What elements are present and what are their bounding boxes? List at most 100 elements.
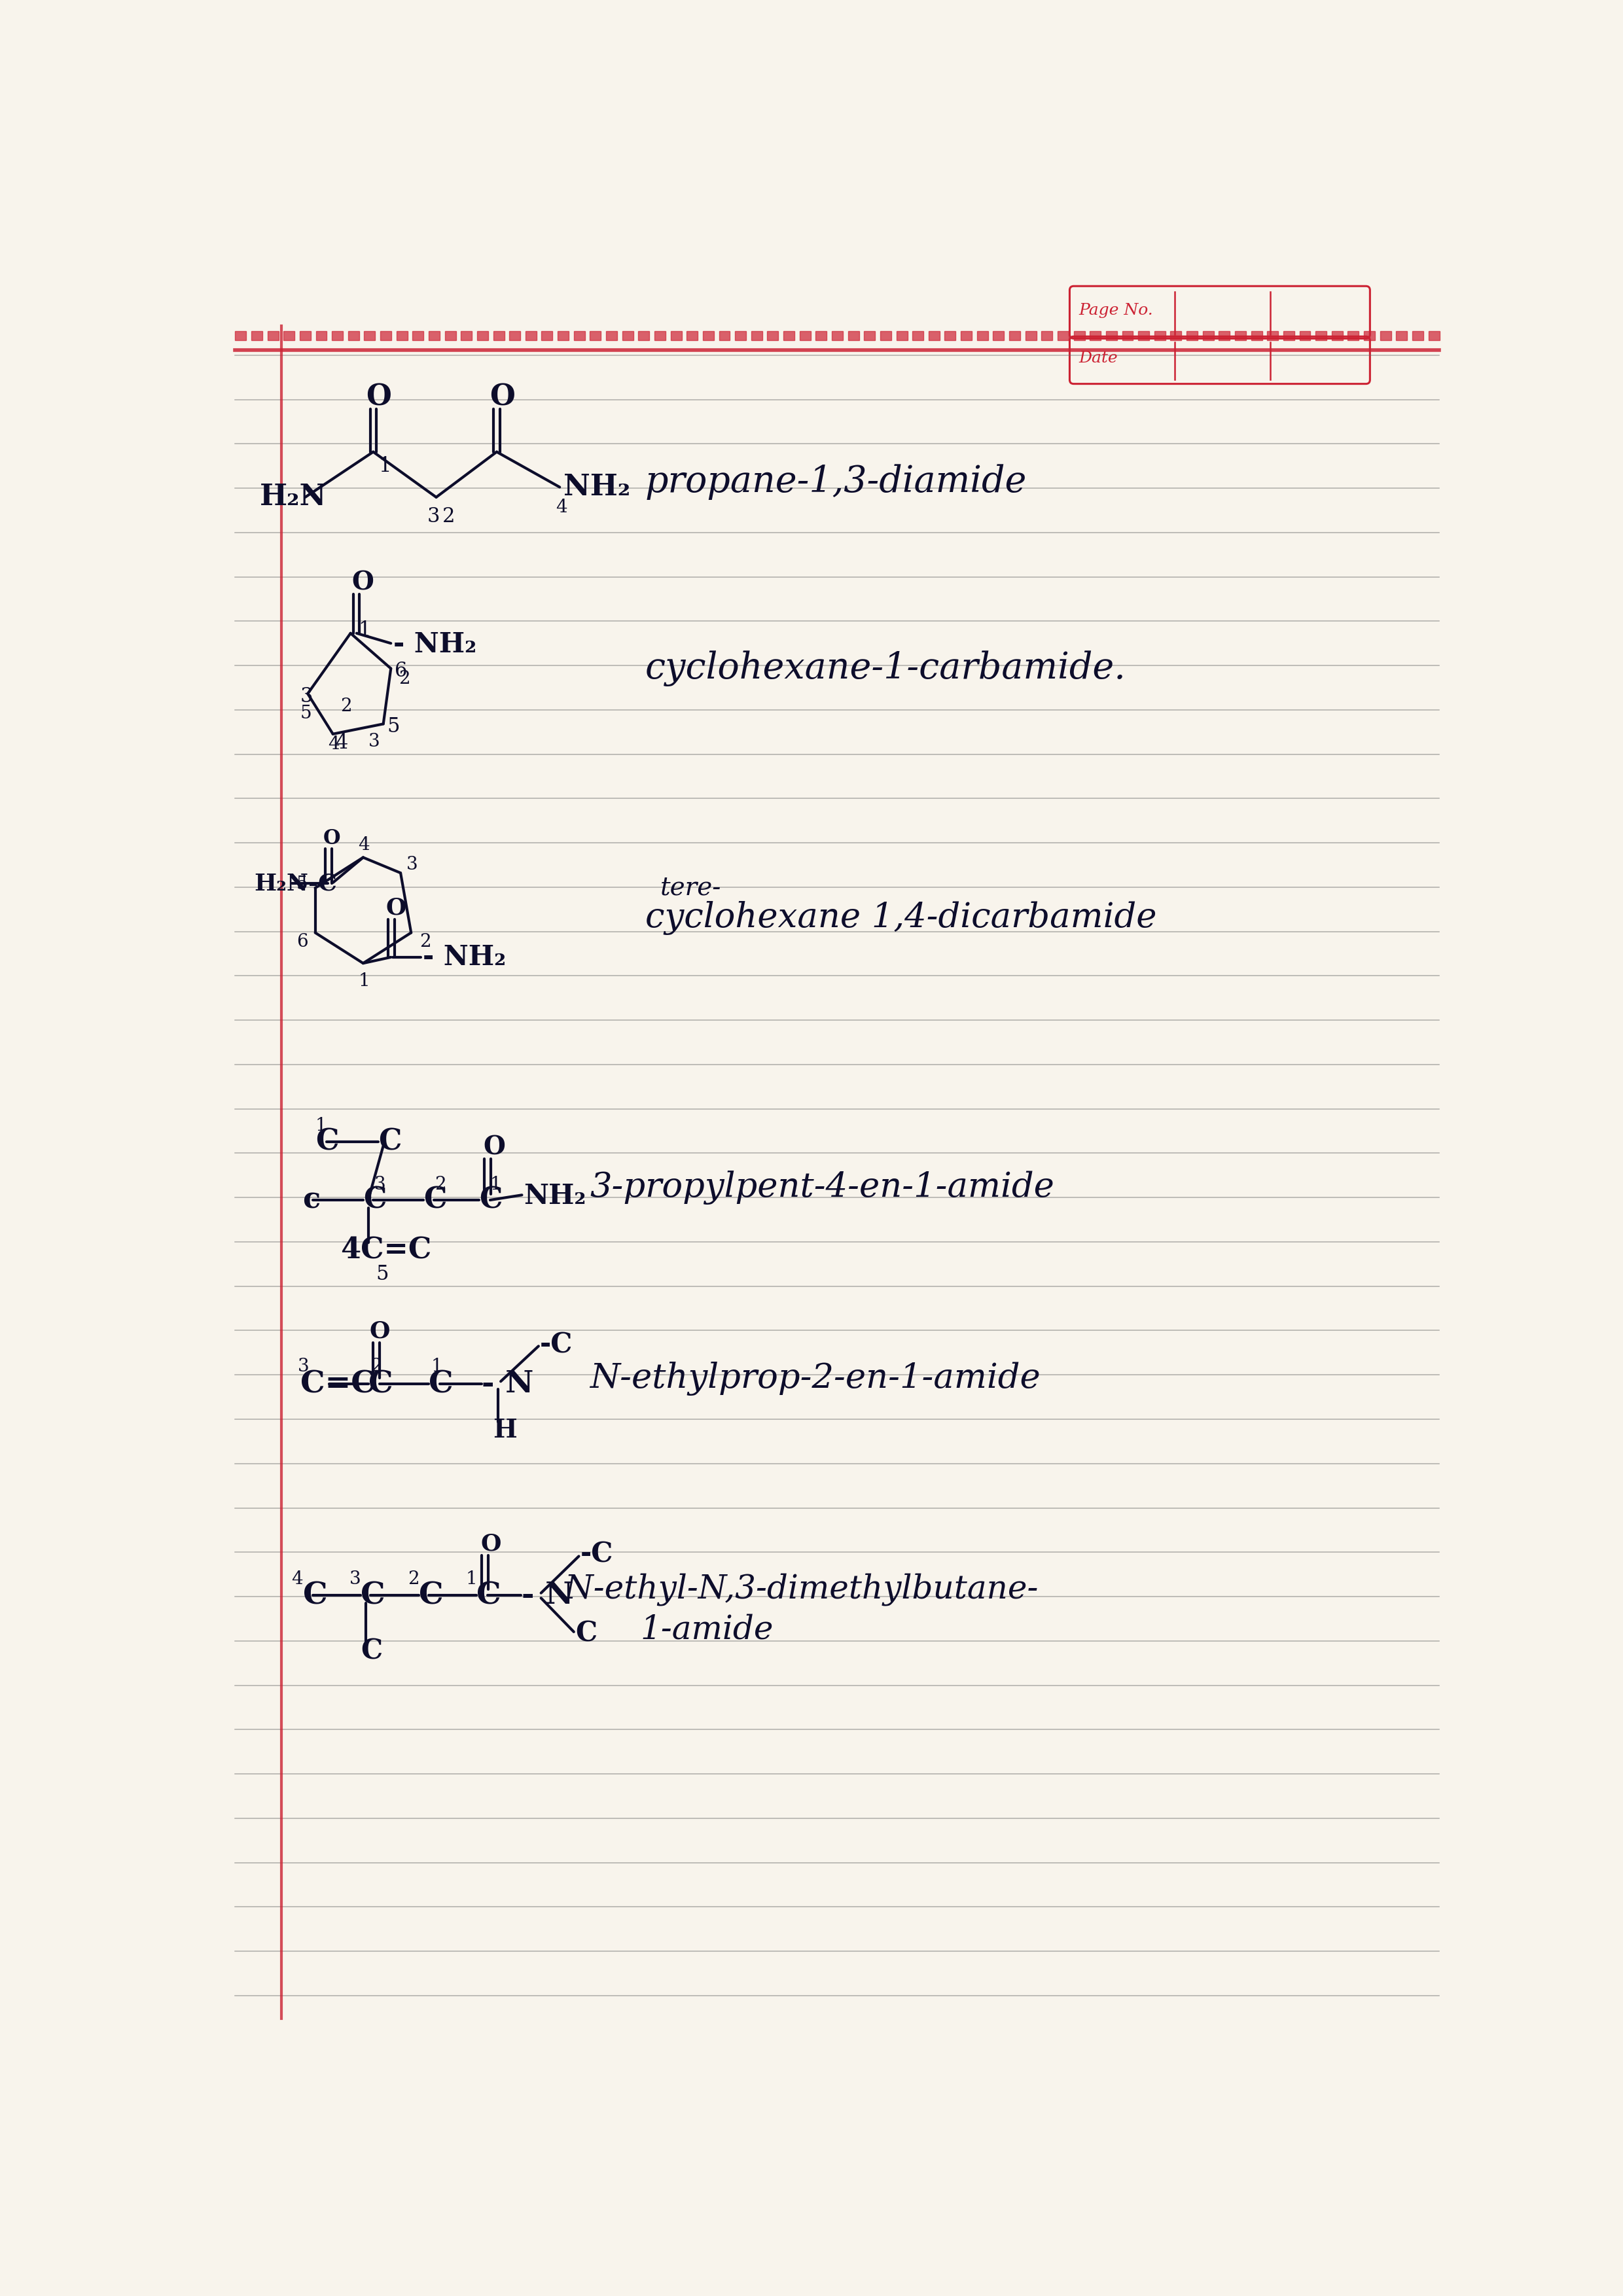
Bar [1412, 331, 1423, 340]
Bar [847, 331, 859, 340]
Text: 3: 3 [300, 687, 313, 707]
Text: C: C [575, 1619, 597, 1646]
Text: 1: 1 [315, 1118, 326, 1134]
Bar [719, 331, 730, 340]
Text: 2: 2 [370, 1357, 383, 1375]
Bar [1010, 331, 1021, 340]
Bar [1058, 331, 1068, 340]
Text: 5: 5 [386, 716, 399, 737]
Text: O: O [490, 383, 514, 411]
Text: 2: 2 [407, 1570, 419, 1589]
Bar [558, 331, 568, 340]
Bar [605, 331, 617, 340]
Text: C: C [364, 1187, 386, 1215]
Text: Date: Date [1079, 351, 1118, 365]
Text: -C: -C [540, 1332, 573, 1359]
Bar [380, 331, 391, 340]
Text: 1: 1 [359, 620, 372, 641]
Text: 6: 6 [394, 661, 407, 682]
Bar [1316, 331, 1326, 340]
Text: C: C [424, 1187, 446, 1215]
Text: cyclohexane-1-carbamide.: cyclohexane-1-carbamide. [646, 650, 1126, 687]
Text: 3: 3 [349, 1570, 360, 1589]
Bar [622, 331, 633, 340]
Text: H₂N: H₂N [260, 482, 326, 512]
Bar [1042, 331, 1052, 340]
Text: 5: 5 [297, 875, 308, 893]
Bar [575, 331, 584, 340]
Text: - N: - N [482, 1368, 534, 1398]
Bar [316, 331, 326, 340]
Bar [928, 331, 940, 340]
Text: 4: 4 [359, 836, 370, 854]
Bar [461, 331, 472, 340]
Bar [1331, 331, 1342, 340]
Text: 3: 3 [406, 856, 417, 872]
Text: 5: 5 [377, 1265, 388, 1286]
Bar [863, 331, 875, 340]
Bar [364, 331, 375, 340]
Bar [268, 331, 279, 340]
Text: 2: 2 [341, 698, 352, 714]
Bar [993, 331, 1005, 340]
Text: 3: 3 [375, 1176, 386, 1194]
Bar [1396, 331, 1407, 340]
Bar [493, 331, 505, 340]
Bar [1154, 331, 1165, 340]
Bar [589, 331, 601, 340]
Text: O: O [352, 569, 373, 595]
Text: propane-1,3-diamide: propane-1,3-diamide [646, 464, 1027, 501]
Bar [751, 331, 763, 340]
Bar [816, 331, 826, 340]
Text: 3: 3 [368, 732, 380, 751]
Bar [735, 331, 747, 340]
Bar [1203, 331, 1214, 340]
Bar [428, 331, 440, 340]
Bar [638, 331, 649, 340]
Text: C: C [428, 1368, 453, 1398]
Text: 4C=C: 4C=C [341, 1235, 432, 1265]
Text: 1: 1 [359, 971, 370, 990]
Bar [961, 331, 972, 340]
Bar [333, 331, 342, 340]
Bar [687, 331, 698, 340]
Text: O: O [368, 1320, 390, 1343]
Text: C: C [419, 1580, 443, 1609]
Bar [1074, 331, 1084, 340]
Bar [1428, 331, 1440, 340]
Text: Page No.: Page No. [1079, 303, 1154, 319]
Text: 2: 2 [420, 932, 432, 951]
Text: 1: 1 [432, 1357, 443, 1375]
Bar [477, 331, 489, 340]
Text: 1-amide: 1-amide [641, 1614, 774, 1646]
Text: H: H [493, 1419, 518, 1442]
Bar [1138, 331, 1149, 340]
Text: tere-: tere- [661, 875, 722, 900]
Bar [396, 331, 407, 340]
Text: C: C [360, 1637, 383, 1665]
Bar [896, 331, 907, 340]
Bar [977, 331, 988, 340]
Bar [912, 331, 923, 340]
Bar [703, 331, 714, 340]
Text: C: C [360, 1580, 385, 1609]
Text: - NH₂: - NH₂ [393, 631, 477, 659]
Text: 2: 2 [398, 670, 411, 687]
Bar [1380, 331, 1391, 340]
Text: 4: 4 [336, 732, 347, 753]
Bar [654, 331, 665, 340]
Bar [542, 331, 552, 340]
Text: O: O [323, 829, 341, 850]
Text: C=C: C=C [300, 1368, 375, 1398]
Text: 4: 4 [292, 1570, 304, 1589]
Bar [1219, 331, 1230, 340]
Bar [1284, 331, 1295, 340]
Bar [1026, 331, 1037, 340]
Bar [412, 331, 424, 340]
Text: O: O [484, 1134, 505, 1159]
Text: c: c [302, 1187, 320, 1215]
Bar [784, 331, 795, 340]
Text: 4: 4 [555, 498, 566, 517]
Bar [1121, 331, 1133, 340]
Text: C: C [477, 1580, 502, 1609]
